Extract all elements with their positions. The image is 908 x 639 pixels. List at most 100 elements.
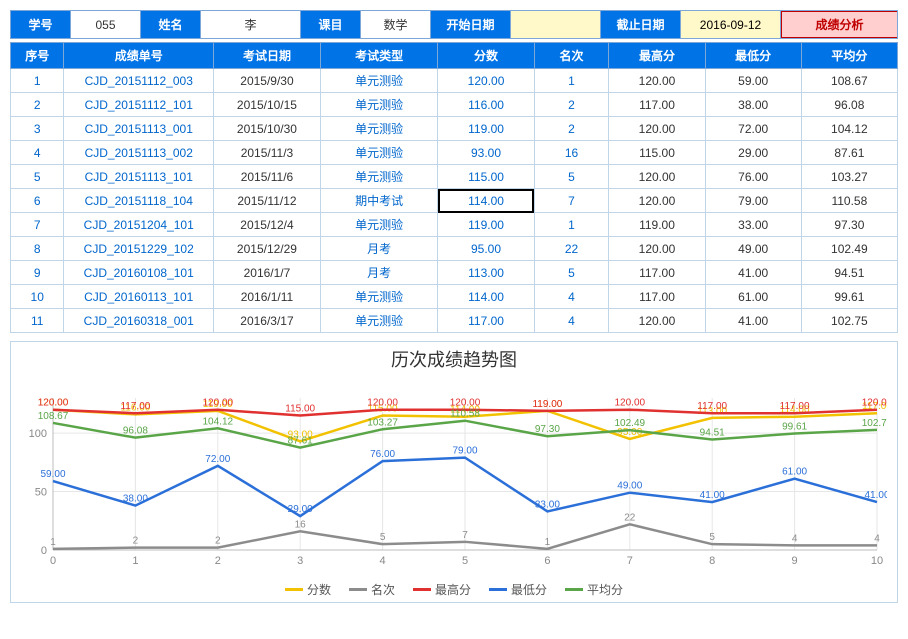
legend-item[interactable]: 最低分 [489,581,547,598]
table-cell[interactable]: 94.51 [801,261,897,285]
start-date-input[interactable] [511,11,601,38]
table-row[interactable]: 10CJD_20160113_1012016/1/11单元测验114.00411… [11,285,898,309]
table-cell[interactable]: 114.00 [438,189,534,213]
table-cell[interactable]: CJD_20151229_102 [64,237,214,261]
table-cell[interactable]: 33.00 [705,213,801,237]
table-row[interactable]: 9CJD_20160108_1012016/1/7月考113.005117.00… [11,261,898,285]
table-cell[interactable]: 4 [534,285,609,309]
table-cell[interactable]: 单元测验 [320,285,438,309]
table-cell[interactable]: 99.61 [801,285,897,309]
table-cell[interactable]: 5 [534,165,609,189]
table-cell[interactable]: 单元测验 [320,213,438,237]
table-cell[interactable]: 103.27 [801,165,897,189]
table-cell[interactable]: 月考 [320,237,438,261]
table-cell[interactable]: 7 [534,189,609,213]
table-cell[interactable]: 8 [11,237,64,261]
analyze-button[interactable]: 成绩分析 [781,11,897,38]
table-cell[interactable]: 116.00 [438,93,534,117]
table-cell[interactable]: 2015/10/15 [214,93,321,117]
table-cell[interactable]: 9 [11,261,64,285]
table-cell[interactable]: 115.00 [609,141,705,165]
table-cell[interactable]: 10 [11,285,64,309]
table-cell[interactable]: 2016/1/7 [214,261,321,285]
table-row[interactable]: 11CJD_20160318_0012016/3/17单元测验117.00412… [11,309,898,333]
table-cell[interactable]: 76.00 [705,165,801,189]
table-cell[interactable]: 1 [11,69,64,93]
table-cell[interactable]: 2 [534,93,609,117]
table-row[interactable]: 7CJD_20151204_1012015/12/4单元测验119.001119… [11,213,898,237]
table-cell[interactable]: 2015/12/4 [214,213,321,237]
table-cell[interactable]: 2015/11/3 [214,141,321,165]
table-cell[interactable]: CJD_20160108_101 [64,261,214,285]
table-cell[interactable]: CJD_20151113_101 [64,165,214,189]
table-cell[interactable]: 114.00 [438,285,534,309]
table-cell[interactable]: CJD_20160113_101 [64,285,214,309]
end-date-input[interactable]: 2016-09-12 [681,11,781,38]
legend-item[interactable]: 最高分 [413,581,471,598]
table-cell[interactable]: 93.00 [438,141,534,165]
table-cell[interactable]: 117.00 [609,261,705,285]
table-cell[interactable]: 61.00 [705,285,801,309]
table-cell[interactable]: 2015/11/12 [214,189,321,213]
table-cell[interactable]: 102.49 [801,237,897,261]
table-cell[interactable]: 59.00 [705,69,801,93]
table-row[interactable]: 8CJD_20151229_1022015/12/29月考95.0022120.… [11,237,898,261]
table-cell[interactable]: 3 [11,117,64,141]
table-cell[interactable]: 1 [534,69,609,93]
table-cell[interactable]: 7 [11,213,64,237]
table-cell[interactable]: 6 [11,189,64,213]
table-cell[interactable]: 102.75 [801,309,897,333]
table-cell[interactable]: 120.00 [609,309,705,333]
table-cell[interactable]: 单元测验 [320,141,438,165]
table-cell[interactable]: 117.00 [609,285,705,309]
table-cell[interactable]: 79.00 [705,189,801,213]
table-cell[interactable]: 97.30 [801,213,897,237]
table-cell[interactable]: 29.00 [705,141,801,165]
table-cell[interactable]: 117.00 [609,93,705,117]
table-cell[interactable]: 120.00 [438,69,534,93]
table-cell[interactable]: 单元测验 [320,309,438,333]
table-cell[interactable]: 120.00 [609,237,705,261]
table-cell[interactable]: 5 [534,261,609,285]
table-cell[interactable]: 2015/12/29 [214,237,321,261]
table-cell[interactable]: 49.00 [705,237,801,261]
legend-item[interactable]: 平均分 [565,581,623,598]
table-cell[interactable]: 单元测验 [320,165,438,189]
table-cell[interactable]: 4 [534,309,609,333]
table-cell[interactable]: 41.00 [705,309,801,333]
table-row[interactable]: 2CJD_20151112_1012015/10/15单元测验116.00211… [11,93,898,117]
table-cell[interactable]: 108.67 [801,69,897,93]
table-cell[interactable]: 1 [534,213,609,237]
table-cell[interactable]: 119.00 [609,213,705,237]
table-cell[interactable]: 95.00 [438,237,534,261]
table-cell[interactable]: 110.58 [801,189,897,213]
table-cell[interactable]: 4 [11,141,64,165]
table-cell[interactable]: CJD_20151118_104 [64,189,214,213]
table-cell[interactable]: 72.00 [705,117,801,141]
table-row[interactable]: 3CJD_20151113_0012015/10/30单元测验119.00212… [11,117,898,141]
legend-item[interactable]: 名次 [349,581,395,598]
table-row[interactable]: 4CJD_20151113_0022015/11/3单元测验93.0016115… [11,141,898,165]
table-row[interactable]: 1CJD_20151112_0032015/9/30单元测验120.001120… [11,69,898,93]
table-cell[interactable]: CJD_20151112_003 [64,69,214,93]
table-cell[interactable]: 120.00 [609,189,705,213]
table-cell[interactable]: 单元测验 [320,69,438,93]
table-cell[interactable]: 22 [534,237,609,261]
table-cell[interactable]: 41.00 [705,261,801,285]
table-cell[interactable]: CJD_20151112_101 [64,93,214,117]
table-cell[interactable]: 87.61 [801,141,897,165]
table-cell[interactable]: 104.12 [801,117,897,141]
legend-item[interactable]: 分数 [285,581,331,598]
table-cell[interactable]: 2016/3/17 [214,309,321,333]
table-cell[interactable]: 120.00 [609,165,705,189]
table-cell[interactable]: 月考 [320,261,438,285]
table-cell[interactable]: 119.00 [438,117,534,141]
table-cell[interactable]: 117.00 [438,309,534,333]
table-cell[interactable]: 16 [534,141,609,165]
table-cell[interactable]: 120.00 [609,69,705,93]
table-cell[interactable]: CJD_20151204_101 [64,213,214,237]
table-row[interactable]: 6CJD_20151118_1042015/11/12期中考试114.00712… [11,189,898,213]
table-cell[interactable]: CJD_20151113_002 [64,141,214,165]
table-cell[interactable]: 120.00 [609,117,705,141]
table-cell[interactable]: 2015/10/30 [214,117,321,141]
